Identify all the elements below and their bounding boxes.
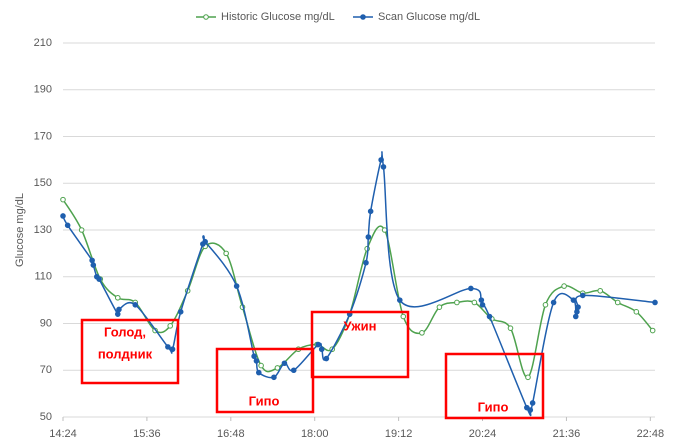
data-point	[281, 360, 288, 367]
data-point	[378, 157, 384, 163]
y-axis-title: Glucose mg/dL	[14, 193, 26, 267]
data-point	[436, 304, 443, 310]
data-point	[507, 325, 514, 331]
data-point	[318, 346, 325, 353]
x-tick-label: 18:00	[301, 428, 329, 440]
data-point	[597, 287, 604, 294]
data-point	[542, 302, 549, 308]
data-point	[400, 313, 407, 320]
data-point	[471, 299, 478, 306]
legend-marker	[360, 14, 366, 20]
data-point	[169, 346, 176, 353]
data-point	[116, 306, 122, 313]
series-line	[62, 151, 656, 417]
data-point	[167, 323, 174, 329]
data-point	[271, 374, 277, 381]
data-point	[614, 299, 621, 306]
legend-label: Historic Glucose mg/dL	[221, 11, 335, 23]
data-point	[90, 262, 97, 268]
y-tick-label: 150	[34, 177, 52, 189]
data-point	[525, 374, 531, 381]
data-point	[114, 294, 121, 301]
y-tick-label: 130	[34, 224, 52, 236]
data-point	[251, 353, 257, 360]
y-tick-label: 170	[34, 130, 52, 142]
data-point	[380, 164, 387, 170]
x-tick-label: 20:24	[469, 428, 497, 440]
annotation-text: Голод,	[104, 324, 146, 339]
data-point	[315, 341, 322, 348]
data-point	[527, 407, 534, 413]
data-point	[363, 259, 369, 266]
data-point	[561, 283, 567, 289]
annotation-box	[444, 352, 545, 420]
data-point	[468, 285, 474, 292]
data-point	[290, 367, 297, 374]
data-point	[652, 299, 658, 306]
data-point	[255, 369, 262, 376]
x-tick-label: 14:24	[49, 428, 77, 440]
data-point	[550, 299, 557, 306]
data-point	[114, 311, 121, 317]
series-line	[62, 199, 654, 379]
y-tick-label: 70	[40, 364, 52, 376]
y-tick-label: 90	[40, 317, 52, 329]
x-tick-label: 19:12	[385, 428, 413, 440]
data-point	[529, 400, 536, 406]
y-tick-label: 50	[40, 411, 52, 423]
data-point	[575, 304, 581, 310]
data-point	[419, 330, 425, 336]
data-point	[323, 355, 330, 362]
annotation-text: Гипо	[478, 399, 509, 414]
x-tick-label: 16:48	[217, 428, 245, 440]
data-point	[570, 297, 577, 303]
annotation-box	[80, 318, 180, 385]
data-point	[274, 365, 281, 371]
data-point	[60, 196, 66, 203]
legend-marker	[203, 14, 209, 20]
data-point	[479, 302, 486, 308]
data-point	[60, 213, 66, 219]
data-point	[177, 309, 184, 315]
data-point	[132, 302, 139, 308]
data-point	[633, 309, 640, 315]
data-point	[454, 299, 460, 306]
data-point	[64, 222, 71, 229]
data-point	[396, 297, 403, 303]
legend-label: Scan Glucose mg/dL	[378, 11, 480, 23]
data-point	[223, 250, 229, 257]
x-tick-label: 22:48	[637, 428, 665, 440]
x-tick-label: 15:36	[133, 428, 161, 440]
data-point	[258, 362, 264, 369]
annotation-text: Ужин	[344, 318, 377, 333]
y-tick-label: 210	[34, 37, 52, 49]
x-tick-label: 21:36	[553, 428, 581, 440]
data-point	[478, 297, 485, 303]
y-tick-label: 110	[34, 271, 52, 283]
data-point	[572, 313, 579, 320]
annotation-box	[215, 347, 315, 414]
annotation-text: Гипо	[249, 393, 280, 408]
data-point	[165, 344, 171, 350]
data-point	[579, 292, 586, 299]
data-point	[78, 227, 85, 233]
data-point	[649, 327, 656, 334]
data-point	[96, 276, 102, 282]
y-tick-label: 190	[34, 84, 52, 96]
data-point	[574, 309, 580, 315]
data-point	[202, 238, 208, 245]
data-point	[233, 283, 240, 289]
annotation-text: полдник	[98, 346, 153, 361]
data-point	[365, 234, 372, 240]
data-point	[89, 257, 95, 264]
annotation-box	[310, 310, 410, 379]
data-point	[486, 313, 493, 320]
data-point	[253, 358, 260, 364]
data-point	[367, 208, 374, 215]
